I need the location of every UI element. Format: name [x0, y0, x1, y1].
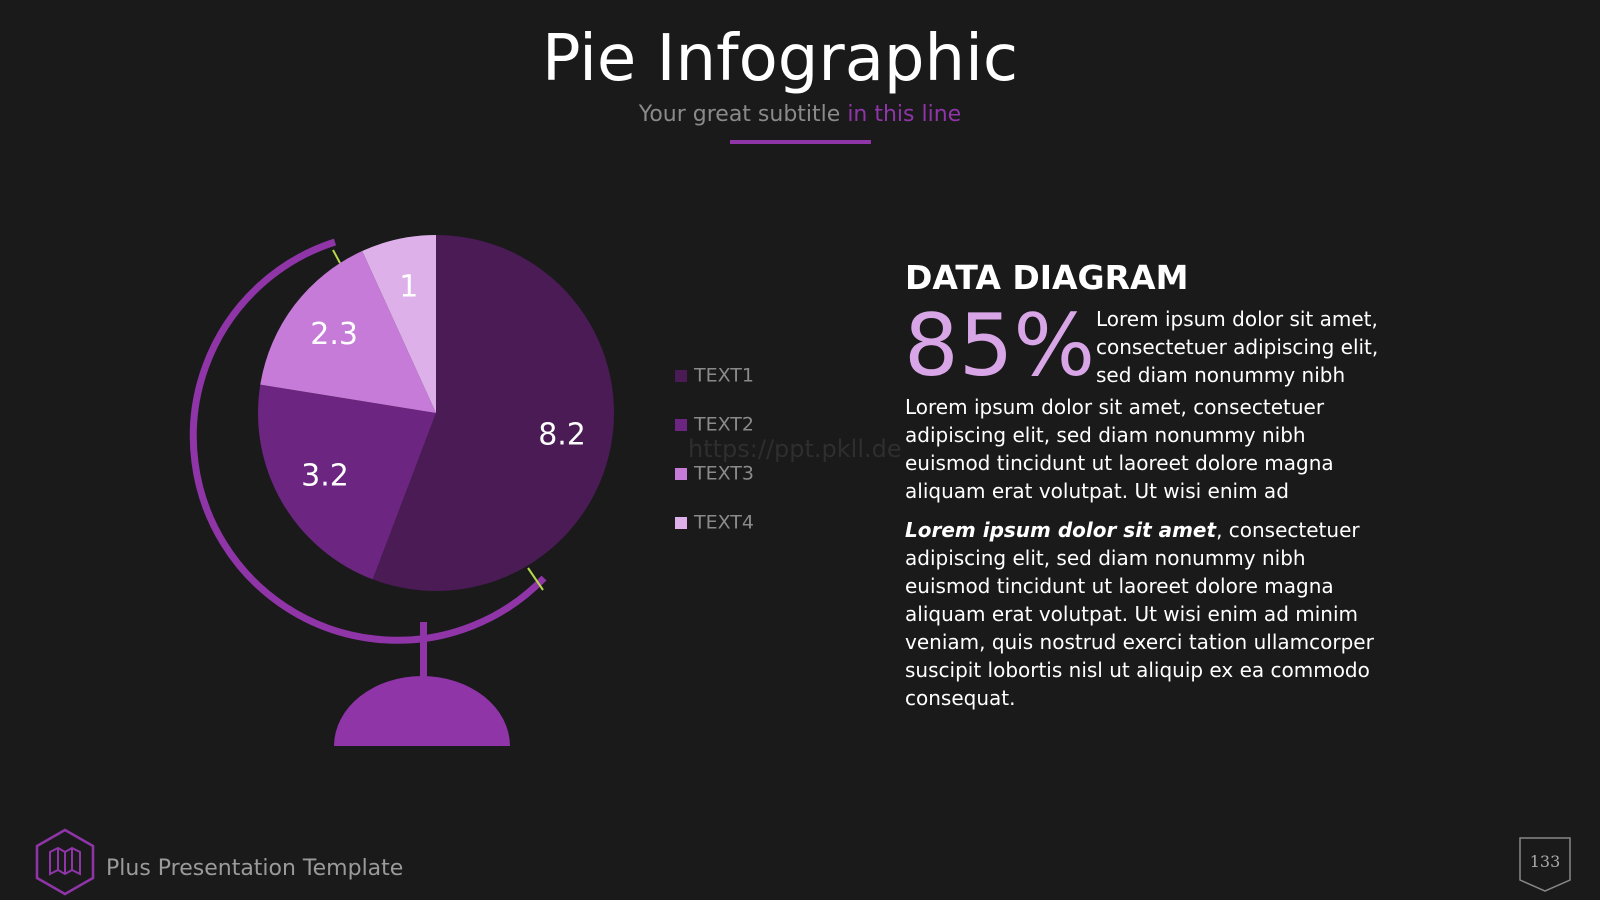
pie-slice	[260, 251, 436, 413]
globe-ring	[189, 238, 547, 644]
globe-post	[420, 622, 427, 678]
data-label: 8.2	[538, 418, 586, 453]
legend-label: TEXT4	[693, 512, 754, 534]
map-icon	[49, 846, 81, 876]
data-label: 2.3	[310, 317, 358, 352]
legend-swatch	[675, 468, 687, 480]
paragraph: Lorem ipsum dolor sit amet, consectetuer…	[905, 516, 1395, 712]
pie-slice	[258, 384, 436, 580]
subtitle: Your great subtitle in this line	[0, 102, 1600, 127]
hexagon	[35, 828, 95, 896]
pie-slice	[372, 235, 614, 592]
paragraph-bold: Lorem ipsum dolor sit amet	[905, 518, 1217, 542]
subtitle-rule	[730, 140, 871, 144]
footer-icon	[35, 828, 95, 896]
legend-label: TEXT3	[693, 463, 754, 485]
subtitle-main: Your great subtitle	[638, 102, 841, 127]
stat-text: Lorem ipsum dolor sit amet, consectetuer…	[1096, 307, 1379, 387]
ring-tick	[332, 249, 341, 264]
pie: 8.2 3.2 2.3 1	[258, 235, 614, 592]
legend-swatch	[675, 370, 687, 382]
ring-tick	[527, 567, 544, 591]
legend-label: TEXT2	[693, 414, 754, 436]
paragraph: Lorem ipsum dolor sit amet, consectetuer…	[905, 395, 1334, 503]
watermark: https://ppt.pkll.de	[688, 435, 902, 463]
globe-stand	[189, 238, 547, 746]
section-heading: DATA DIAGRAM	[905, 258, 1189, 297]
legend: TEXT1 TEXT2 TEXT3 TEXT4	[675, 365, 754, 534]
stat: 85%	[904, 296, 1096, 396]
footer-text: Plus Presentation Template	[106, 856, 404, 881]
subtitle-accent: in this line	[847, 102, 962, 127]
legend-swatch	[675, 419, 687, 431]
pie-slice	[362, 235, 436, 413]
page-number: 133	[1529, 852, 1561, 871]
legend-label: TEXT1	[693, 365, 754, 387]
data-label: 3.2	[301, 459, 349, 494]
page-badge	[1519, 837, 1571, 892]
legend-swatch	[675, 517, 687, 529]
paragraph-rest: , consectetuer adipiscing elit, sed diam…	[905, 518, 1374, 710]
globe-base	[334, 676, 510, 746]
title: Pie Infographic	[541, 22, 1019, 96]
data-label: 1	[399, 269, 418, 304]
